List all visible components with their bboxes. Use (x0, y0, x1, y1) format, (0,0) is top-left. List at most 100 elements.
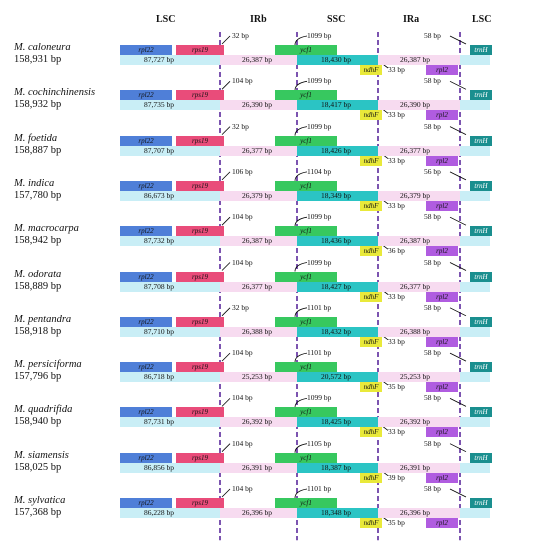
gene-rpl2: rpl2 (426, 155, 458, 166)
lsc-length: 87,732 bp (144, 236, 174, 246)
gene-rpl22: rpl22 (120, 452, 172, 463)
irb-length: 26,377 bp (242, 145, 272, 155)
gene-rpl22: rpl22 (120, 90, 172, 101)
ira-length: 26,390 bp (400, 100, 430, 110)
lsc-right-band (460, 100, 490, 111)
genome-size: 158,025 bp (14, 461, 62, 473)
gene-rpl2: rpl2 (426, 472, 458, 483)
irb-extension-bp: 104 bp (232, 484, 253, 493)
ssc-length: 18,430 bp (321, 55, 351, 64)
lsc-length: 86,673 bp (144, 190, 174, 200)
gene-rps19: rps19 (176, 90, 224, 101)
gene-ycf1: ycf1 (275, 498, 337, 508)
lsc-right-band (460, 326, 490, 337)
lsc-right-band (460, 281, 490, 292)
ndhf-gap-bp: 33 bp (388, 155, 405, 165)
gene-ycf1: ycf1 (275, 135, 337, 146)
irb-band (220, 100, 297, 111)
ndhf-gap-bp: 33 bp (388, 65, 405, 74)
irb-extension-bp: 32 bp (232, 121, 249, 131)
trnh-gap-bp: 58 bp (424, 484, 441, 493)
species-name: M. foetida (14, 132, 58, 144)
trnh-gap-bp: 58 bp (424, 257, 441, 267)
gene-trnH: trnH (470, 362, 492, 373)
genome-size: 157,368 bp (14, 507, 62, 518)
irb-length: 26,387 bp (242, 55, 272, 64)
ira-band (378, 281, 460, 292)
ndhf-gap-bp: 33 bp (388, 291, 405, 301)
ycf1-extension-bp: 1101 bp (307, 348, 332, 358)
ycf1-extension-bp: 1099 bp (307, 76, 332, 86)
gene-rpl22: rpl22 (120, 226, 172, 237)
irb-length: 26,379 bp (242, 190, 272, 200)
ssc-length: 18,348 bp (321, 508, 351, 517)
gene-ycf1: ycf1 (275, 90, 337, 101)
genome-size: 158,889 bp (14, 280, 62, 292)
genome-size: 158,918 bp (14, 325, 62, 337)
gene-rpl22: rpl22 (120, 407, 172, 418)
irb-band (220, 508, 297, 518)
irb-extension-bp: 104 bp (232, 257, 253, 267)
irb-extension-bp: 104 bp (232, 76, 253, 86)
gene-rps19: rps19 (176, 45, 224, 55)
ira-length: 26,379 bp (400, 190, 430, 200)
irb-band (220, 145, 297, 156)
irb-length: 26,392 bp (242, 417, 272, 427)
trnh-gap-bp: 58 bp (424, 31, 441, 40)
trnh-gap-bp: 58 bp (424, 438, 441, 448)
ssc-length: 18,426 bp (321, 145, 351, 155)
irb-length: 25,253 bp (242, 372, 272, 382)
irb-band (220, 462, 297, 473)
lsc-length: 87,727 bp (144, 55, 174, 64)
ira-band (378, 55, 460, 65)
gene-ycf1: ycf1 (275, 316, 337, 327)
ira-length: 26,387 bp (400, 55, 430, 64)
gene-rpl22: rpl22 (120, 362, 172, 373)
lsc-length: 86,856 bp (144, 462, 174, 472)
genome-size: 158,932 bp (14, 99, 62, 111)
gene-rps19: rps19 (176, 362, 224, 373)
ira-band (378, 145, 460, 156)
gene-ndhF: ndhF (360, 65, 382, 75)
ira-band (378, 372, 460, 383)
ndhf-gap-bp: 35 bp (388, 518, 405, 527)
gene-rpl2: rpl2 (426, 65, 458, 75)
gene-rps19: rps19 (176, 452, 224, 463)
ira-length: 26,391 bp (400, 462, 430, 472)
irb-extension-bp: 104 bp (232, 212, 253, 222)
species-name: M. persiciforma (14, 359, 82, 371)
ssc-length: 18,349 bp (321, 190, 351, 200)
lsc-band (120, 417, 220, 428)
ssc-band (297, 145, 378, 156)
irb-band (220, 417, 297, 428)
ssc-length: 18,387 bp (321, 462, 351, 472)
ssc-length: 20,572 bp (321, 372, 351, 382)
ssc-band (297, 508, 378, 518)
gene-rpl2: rpl2 (426, 518, 458, 528)
species-name: M. quadrifida (14, 404, 73, 416)
lsc-band (120, 508, 220, 518)
ssc-band (297, 281, 378, 292)
gene-trnH: trnH (470, 135, 492, 146)
gene-ndhF: ndhF (360, 382, 382, 393)
lsc-band (120, 236, 220, 247)
gene-rpl22: rpl22 (120, 45, 172, 55)
ira-length: 26,387 bp (400, 236, 430, 246)
gene-trnH: trnH (470, 498, 492, 508)
lsc-right-band (460, 190, 490, 201)
gene-rpl2: rpl2 (426, 246, 458, 257)
irb-band (220, 190, 297, 201)
genome-size: 157,780 bp (14, 189, 62, 201)
gene-rps19: rps19 (176, 180, 224, 191)
genome-size: 157,796 bp (14, 371, 62, 383)
ssc-band (297, 190, 378, 201)
gene-rpl22: rpl22 (120, 316, 172, 327)
ira-band (378, 236, 460, 247)
lsc-right-band (460, 417, 490, 428)
trnh-gap-bp: 58 bp (424, 348, 441, 358)
header-ssc: SSC (327, 14, 346, 25)
